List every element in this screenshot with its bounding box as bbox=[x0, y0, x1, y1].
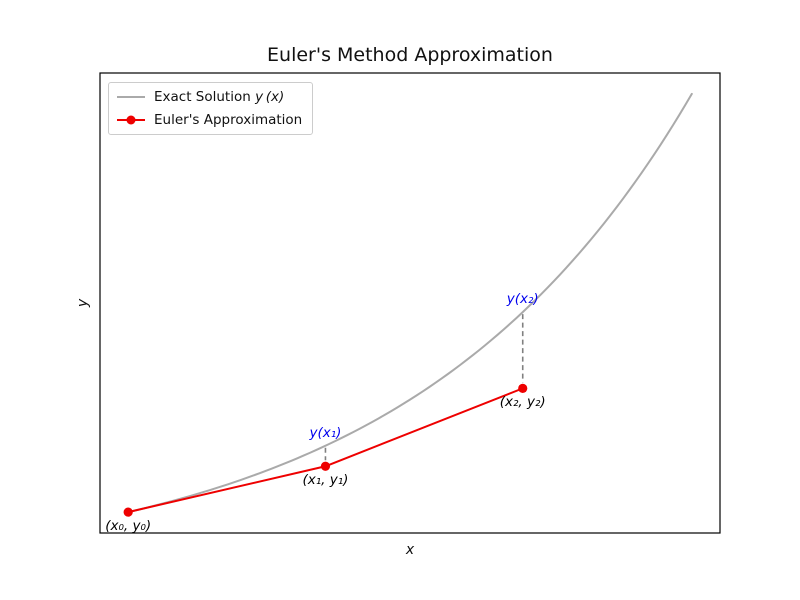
euler-point-marker bbox=[123, 507, 133, 517]
exact-value-label-yx1: y(x₁) bbox=[309, 424, 342, 441]
chart-title: Euler's Method Approximation bbox=[267, 44, 553, 66]
legend-entry-exact: Exact Solution y (x) bbox=[117, 88, 302, 106]
dashed-error-lines bbox=[324, 314, 524, 461]
point-label-x1y1: (x₁, y₁) bbox=[302, 472, 349, 489]
euler-point-marker bbox=[320, 461, 331, 471]
point-label-x0y0: (x₀, y₀) bbox=[105, 518, 152, 535]
euler-point-marker bbox=[518, 383, 528, 393]
euler-point-markers bbox=[123, 383, 528, 517]
legend-label-euler: Euler's Approximation bbox=[154, 112, 303, 128]
legend: Exact Solution y (x) Euler's Approximati… bbox=[108, 82, 314, 135]
exact-value-label-yx2: y(x₂) bbox=[506, 291, 539, 308]
point-label-x2y2: (x₂, y₂) bbox=[499, 394, 546, 411]
legend-label-exact: Exact Solution y (x) bbox=[154, 89, 285, 105]
axes-frame bbox=[99, 72, 721, 534]
euler-line-sample bbox=[117, 111, 145, 129]
legend-entry-euler: Euler's Approximation bbox=[117, 111, 302, 129]
euler-marker-sample bbox=[126, 115, 136, 125]
y-axis-label: y bbox=[75, 298, 91, 308]
x-axis-label: x bbox=[405, 542, 415, 558]
exact-solution-curve bbox=[127, 92, 693, 514]
exact-line-sample bbox=[117, 88, 145, 106]
